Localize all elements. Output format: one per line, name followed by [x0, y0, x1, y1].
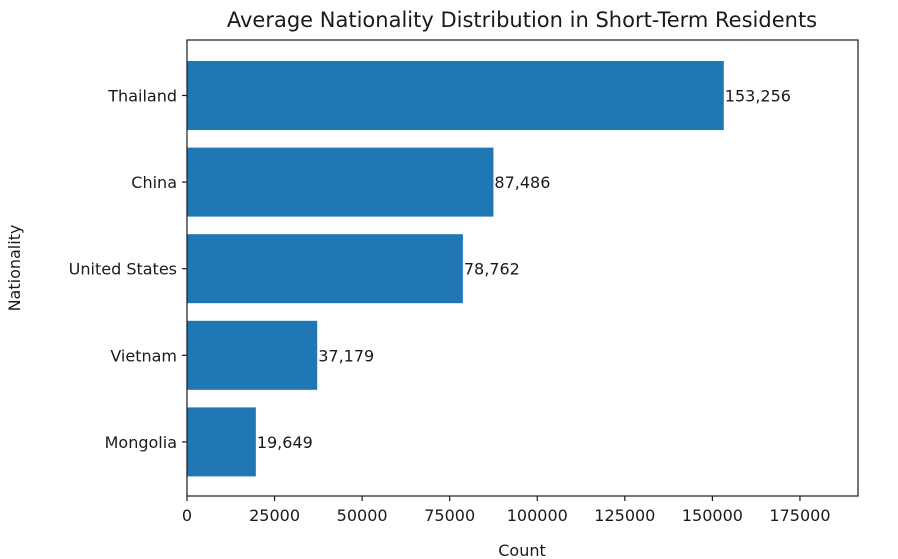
- bar-vietnam: [187, 320, 318, 390]
- bar-thailand: [187, 61, 724, 130]
- x-tick-label: 75000: [424, 506, 475, 525]
- y-tick-labels: Thailand China United States Vietnam Mongoli…: [69, 87, 187, 452]
- x-ticks: 0 25000 50000 75000 100000 125000 150000 175000: [182, 496, 831, 525]
- y-tick-label: Thailand: [107, 87, 177, 106]
- x-axis-label: Count: [498, 541, 546, 559]
- data-labels: 153,256 87,486 78,762 37,179 19,649: [257, 87, 791, 452]
- bar-china: [187, 147, 494, 217]
- chart-title: Average Nationality Distribution in Shor…: [227, 8, 817, 32]
- data-label: 78,762: [464, 260, 520, 279]
- data-label: 87,486: [494, 173, 550, 192]
- x-tick-label: 50000: [337, 506, 388, 525]
- data-label: 37,179: [318, 346, 374, 365]
- x-tick-label: 125000: [594, 506, 655, 525]
- data-label: 19,649: [257, 433, 313, 452]
- bar-united-states: [187, 234, 463, 304]
- x-tick-label: 175000: [769, 506, 830, 525]
- y-tick-label: Vietnam: [110, 346, 177, 365]
- bars-group: [187, 61, 724, 477]
- plot-frame: [186, 39, 859, 497]
- x-tick-label: 25000: [249, 506, 300, 525]
- y-axis-label: Nationality: [5, 225, 24, 312]
- y-tick-label: Mongolia: [105, 433, 177, 452]
- x-tick-label: 100000: [507, 506, 568, 525]
- bar-mongolia: [187, 407, 256, 477]
- y-tick-label: United States: [69, 260, 177, 279]
- x-tick-label: 0: [182, 506, 192, 525]
- data-label: 153,256: [725, 87, 791, 106]
- x-tick-label: 150000: [682, 506, 743, 525]
- y-tick-label: China: [131, 173, 177, 192]
